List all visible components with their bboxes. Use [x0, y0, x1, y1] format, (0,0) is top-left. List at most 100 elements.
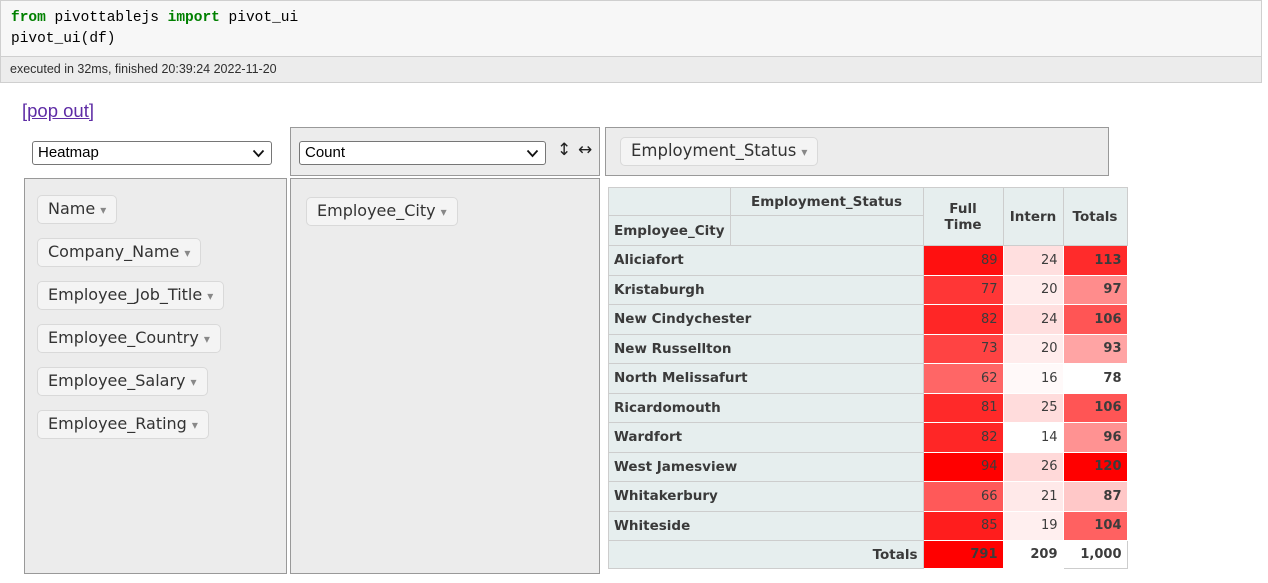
- pop-out-link[interactable]: [pop out]: [22, 100, 95, 121]
- heatmap-value-cell: 20: [1002, 333, 1064, 364]
- attr-pill-name[interactable]: Name ▾: [37, 195, 118, 224]
- table-row: Kristaburgh 77 20 97: [608, 274, 1128, 305]
- code-cell: from pivottablejs import pivot_ui pivot_…: [0, 0, 1262, 83]
- dropdown-triangle-icon[interactable]: ▾: [190, 375, 197, 389]
- attr-pill-label: Employee_Country: [48, 328, 199, 347]
- row-label: New Cindychester: [608, 304, 924, 335]
- dropdown-triangle-icon[interactable]: ▾: [203, 332, 210, 346]
- row-label: West Jamesview: [608, 451, 924, 482]
- col-order-arrow-icon[interactable]: ↔: [578, 140, 593, 160]
- attr-pill-label: Employee_Rating: [48, 414, 187, 433]
- row-label: Whitakerbury: [608, 481, 924, 512]
- heatmap-value-cell: 93: [1062, 333, 1128, 364]
- col-header-full-time: Full Time: [922, 187, 1004, 246]
- table-row: Wardfort 82 14 96: [608, 422, 1128, 453]
- code-input-area[interactable]: from pivottablejs import pivot_ui pivot_…: [0, 0, 1262, 57]
- pivot-table: Employment_Status Full Time Intern Total…: [608, 187, 1128, 569]
- totals-row-label: Totals: [608, 540, 924, 569]
- renderer-select-wrap: Heatmap: [32, 141, 272, 165]
- heatmap-value-cell: 73: [922, 333, 1004, 364]
- code-token: pivottablejs: [45, 10, 168, 26]
- aggregator-select[interactable]: Count: [299, 141, 546, 165]
- heatmap-value-cell: 106: [1062, 392, 1128, 423]
- attr-pill-employee-salary[interactable]: Employee_Salary ▾: [37, 367, 208, 396]
- row-label: Whiteside: [608, 510, 924, 541]
- corner-cell: [608, 187, 731, 216]
- totals-row: Totals 791 209 1,000: [608, 540, 1128, 569]
- attr-pill-label: Name: [48, 199, 96, 218]
- heatmap-value-cell: 82: [922, 422, 1004, 453]
- heatmap-value-cell: 104: [1062, 510, 1128, 541]
- table-row: Aliciafort 89 24 113: [608, 245, 1128, 276]
- heatmap-value-cell: 113: [1062, 245, 1128, 276]
- heatmap-value-cell: 106: [1062, 304, 1128, 335]
- attr-pill-label: Employment_Status: [631, 141, 797, 160]
- attr-pill-employee-rating[interactable]: Employee_Rating ▾: [37, 410, 209, 439]
- axis-filler-cell: [729, 215, 924, 246]
- attr-pill-employee-job-title[interactable]: Employee_Job_Title ▾: [37, 281, 225, 310]
- heatmap-value-cell: 120: [1062, 451, 1128, 482]
- attr-pill-label: Employee_Job_Title: [48, 285, 203, 304]
- row-label: North Melissafurt: [608, 363, 924, 394]
- heatmap-value-cell: 62: [922, 363, 1004, 394]
- heatmap-value-cell: 19: [1002, 510, 1064, 541]
- dropdown-triangle-icon[interactable]: ▾: [191, 418, 198, 432]
- code-line-1: from pivottablejs import pivot_ui: [11, 8, 1251, 29]
- row-axis-panel[interactable]: Employee_City ▾: [290, 178, 600, 574]
- code-line-2: pivot_ui(df): [11, 31, 116, 47]
- heatmap-value-cell: 78: [1062, 363, 1128, 394]
- heatmap-value-cell: 14: [1002, 422, 1064, 453]
- heatmap-value-cell: 77: [922, 274, 1004, 305]
- table-row: Whitakerbury 66 21 87: [608, 481, 1128, 512]
- column-axis-panel[interactable]: Employment_Status ▾: [605, 127, 1109, 176]
- heatmap-value-cell: 85: [922, 510, 1004, 541]
- heatmap-value-cell: 25: [1002, 392, 1064, 423]
- heatmap-value-cell: 87: [1062, 481, 1128, 512]
- row-axis-label: Employee_City: [608, 215, 731, 246]
- heatmap-value-cell: 791: [922, 540, 1004, 569]
- dropdown-triangle-icon[interactable]: ▾: [440, 205, 447, 219]
- heatmap-value-cell: 21: [1002, 481, 1064, 512]
- heatmap-value-cell: 82: [922, 304, 1004, 335]
- row-label: Aliciafort: [608, 245, 924, 276]
- dropdown-triangle-icon[interactable]: ▾: [100, 203, 107, 217]
- dropdown-triangle-icon[interactable]: ▾: [184, 246, 191, 260]
- dropdown-triangle-icon[interactable]: ▾: [207, 289, 214, 303]
- heatmap-value-cell: 26: [1002, 451, 1064, 482]
- heatmap-value-cell: 24: [1002, 245, 1064, 276]
- table-row: New Russellton 73 20 93: [608, 333, 1128, 364]
- row-label: Wardfort: [608, 422, 924, 453]
- attr-pill-employment-status[interactable]: Employment_Status ▾: [620, 137, 819, 166]
- heatmap-value-cell: 24: [1002, 304, 1064, 335]
- col-header-intern: Intern: [1002, 187, 1064, 246]
- code-keyword: import: [167, 10, 220, 26]
- table-row: West Jamesview 94 26 120: [608, 451, 1128, 482]
- attr-pill-employee-city[interactable]: Employee_City ▾: [306, 197, 458, 226]
- heatmap-value-cell: 66: [922, 481, 1004, 512]
- renderer-select[interactable]: Heatmap: [32, 141, 272, 165]
- attr-pill-label: Employee_Salary: [48, 371, 186, 390]
- aggregator-panel: Count ↕ ↔: [290, 127, 600, 176]
- row-label: Kristaburgh: [608, 274, 924, 305]
- heatmap-value-cell: 20: [1002, 274, 1064, 305]
- dropdown-triangle-icon[interactable]: ▾: [801, 145, 808, 159]
- table-row: North Melissafurt 62 16 78: [608, 363, 1128, 394]
- attr-pill-employee-country[interactable]: Employee_Country ▾: [37, 324, 221, 353]
- attr-pill-company-name[interactable]: Company_Name ▾: [37, 238, 202, 267]
- code-keyword: from: [11, 10, 46, 26]
- attr-pill-label: Employee_City: [317, 201, 436, 220]
- execution-info-text: executed in 32ms, finished 20:39:24 2022…: [10, 62, 277, 76]
- col-axis-label: Employment_Status: [729, 187, 924, 216]
- attr-pill-label: Company_Name: [48, 242, 180, 261]
- table-row: Ricardomouth 81 25 106: [608, 392, 1128, 423]
- table-row: New Cindychester 82 24 106: [608, 304, 1128, 335]
- row-label: New Russellton: [608, 333, 924, 364]
- heatmap-value-cell: 16: [1002, 363, 1064, 394]
- row-label: Ricardomouth: [608, 392, 924, 423]
- execution-info-bar: executed in 32ms, finished 20:39:24 2022…: [0, 56, 1262, 83]
- heatmap-value-cell: 97: [1062, 274, 1128, 305]
- row-order-arrow-icon[interactable]: ↕: [557, 140, 572, 160]
- col-header-totals: Totals: [1062, 187, 1128, 246]
- unused-attributes-panel[interactable]: Name ▾ Company_Name ▾ Employee_Job_Title ▾ Emp…: [24, 178, 287, 574]
- table-row: Whiteside 85 19 104: [608, 510, 1128, 541]
